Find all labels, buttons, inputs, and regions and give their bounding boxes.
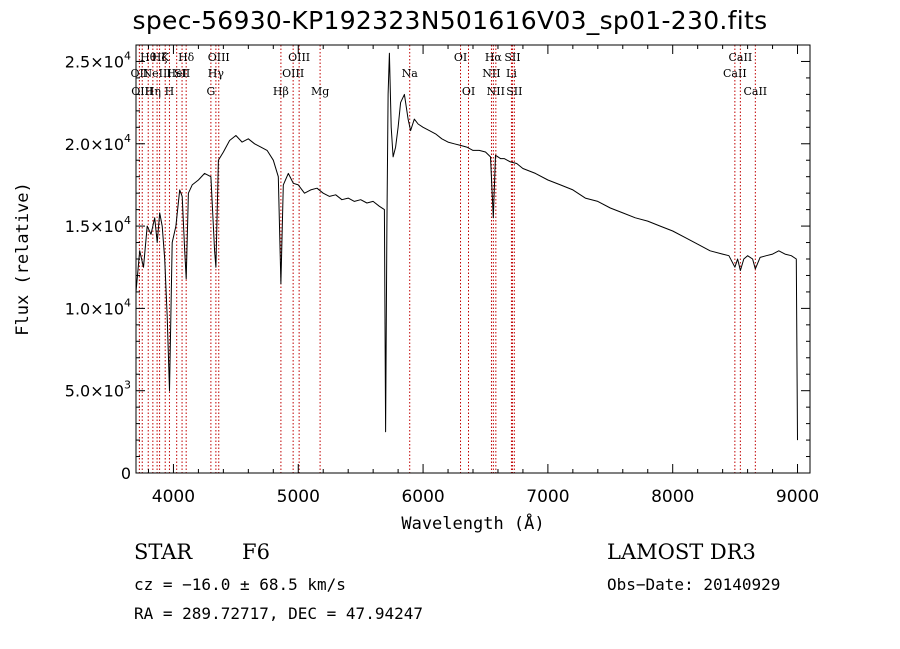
y-axis-label: Flux (relative) [13, 182, 33, 336]
x-tick-label-1: 5000 [277, 487, 320, 507]
line-marker-label-8: HeI [166, 67, 186, 80]
spectrum-line [135, 52, 798, 441]
line-marker-label-12: Hγ [208, 67, 225, 80]
redshift-text: cz = −16.0 ± 68.5 km/s [134, 575, 346, 594]
survey-name: LAMOST DR3 [607, 540, 756, 564]
line-marker-label-13: OIII [208, 51, 230, 64]
x-tick-label-5: 9000 [776, 487, 819, 507]
line-markers [138, 45, 756, 473]
plot-frame [135, 44, 811, 474]
x-axis-label: Wavelength (Å) [401, 512, 544, 534]
line-marker-label-7: H [165, 85, 175, 98]
x-tick-label-0: 4000 [152, 487, 195, 507]
line-marker-label-4: NeIII [143, 67, 172, 80]
chart-title: spec-56930-KP192323N501616V03_sp01-230.f… [132, 6, 768, 35]
line-marker-labels: OIIOIIIHθHηNeIIIHζKHHeISIIHδGHγOIIIHβOII… [131, 51, 768, 98]
object-subclass: F6 [242, 540, 270, 564]
line-marker-label-11: G [206, 85, 215, 98]
line-marker-label-14: Hβ [273, 85, 289, 98]
y-tick-label-4: 2.0×104 [65, 132, 131, 154]
line-marker-label-6: K [161, 51, 170, 64]
line-marker-label-21: NII [482, 67, 500, 80]
line-marker-label-22: Hα [485, 51, 503, 64]
x-tick-label-3: 7000 [526, 487, 569, 507]
line-marker-label-20: OI [462, 85, 475, 98]
line-marker-label-15: OIII [282, 67, 304, 80]
obs-date-text: Obs−Date: 20140929 [607, 575, 781, 594]
line-marker-label-28: CaII [729, 51, 753, 64]
line-marker-label-24: Li [506, 67, 517, 80]
line-marker-label-18: Na [402, 67, 419, 80]
x-tick-label-4: 8000 [651, 487, 694, 507]
line-marker-label-26: SII [506, 85, 522, 98]
line-marker-label-25: SII [504, 51, 520, 64]
line-marker-label-9: SII [174, 67, 190, 80]
line-marker-label-29: CaII [743, 85, 767, 98]
line-marker-label-0: OII [131, 67, 149, 80]
line-marker-label-27: CaII [723, 67, 747, 80]
coordinates-text: RA = 289.72717, DEC = 47.94247 [134, 604, 423, 623]
y-axis: 0 5.0×103 1.0×104 1.5×104 2.0×104 2.5×104 [65, 49, 810, 483]
line-marker-label-19: OI [454, 51, 467, 64]
y-tick-label-5: 2.5×104 [65, 49, 131, 71]
object-class: STAR [134, 540, 193, 564]
line-marker-label-2: Hθ [140, 51, 157, 64]
line-marker-label-3: Hη [145, 85, 161, 98]
line-marker-label-5: Hζ [152, 51, 168, 64]
y-tick-label-1: 5.0×103 [65, 379, 131, 401]
x-axis: 4000 5000 6000 7000 8000 9000 [147, 45, 819, 507]
line-marker-label-16: OIII [288, 51, 310, 64]
y-tick-label-0: 0 [121, 464, 131, 483]
line-marker-label-17: Mg [311, 85, 329, 98]
line-marker-label-10: Hδ [178, 51, 195, 64]
line-marker-label-23: NII [487, 85, 505, 98]
y-tick-label-2: 1.0×104 [65, 296, 131, 318]
y-tick-label-3: 1.5×104 [65, 214, 131, 236]
x-tick-label-2: 6000 [401, 487, 444, 507]
